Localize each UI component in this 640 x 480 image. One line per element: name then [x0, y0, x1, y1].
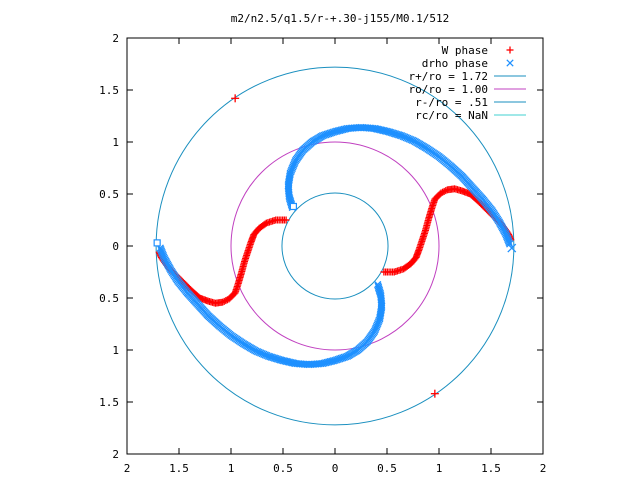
y-tick-label: 2	[112, 32, 119, 45]
y-tick-label: 1.5	[99, 396, 119, 409]
w-phase-point	[437, 189, 445, 197]
legend-label: rc/ro = NaN	[415, 109, 488, 122]
x-tick-label: 2	[124, 462, 131, 475]
y-tick-label: 1	[112, 344, 119, 357]
w-phase-point	[220, 297, 228, 305]
drho-phase-square-point	[153, 239, 161, 247]
x-tick-label: 0.5	[377, 462, 397, 475]
drho-phase-square-point	[289, 202, 297, 211]
y-tick-label: 0	[112, 240, 119, 253]
legend-label: r+/ro = 1.72	[409, 70, 488, 83]
x-tick-label: 1.5	[169, 462, 189, 475]
legend-label: ro/ro = 1.00	[409, 83, 488, 96]
y-tick-label: 2	[112, 448, 119, 461]
w-phase-point	[231, 94, 240, 103]
w-phase-point	[225, 295, 233, 303]
y-tick-label: 0.5	[99, 188, 119, 201]
radius-circle-1	[230, 141, 440, 351]
x-tick-label: 0.5	[273, 462, 293, 475]
x-tick-label: 1	[228, 462, 235, 475]
drho-phase-point	[506, 240, 514, 248]
x-tick-label: 1	[436, 462, 443, 475]
x-tick-label: 0	[332, 462, 339, 475]
y-tick-label: 1	[112, 136, 119, 149]
data-markers	[153, 94, 517, 398]
y-tick-label: 1.5	[99, 84, 119, 97]
y-tick-label: 0.5	[99, 292, 119, 305]
drho-phase-point	[507, 243, 517, 253]
x-tick-label: 1.5	[481, 462, 501, 475]
w-phase-point	[440, 187, 448, 195]
legend-label: r-/ro = .51	[415, 96, 488, 109]
radius-circle-2	[281, 192, 389, 300]
legend-swatch	[506, 59, 514, 67]
legend-swatch	[506, 46, 514, 54]
w-phase-point	[442, 187, 450, 195]
w-phase-point	[430, 389, 439, 398]
legend-label: drho phase	[422, 57, 488, 70]
w-phase-point	[439, 188, 447, 196]
w-phase-point	[223, 296, 231, 304]
chart-title: m2/n2.5/q1.5/r-+.30-j155/M0.1/512	[231, 12, 450, 25]
w-phase-point	[222, 297, 230, 305]
x-tick-label: 2	[540, 462, 547, 475]
legend-label: W phase	[442, 44, 488, 57]
